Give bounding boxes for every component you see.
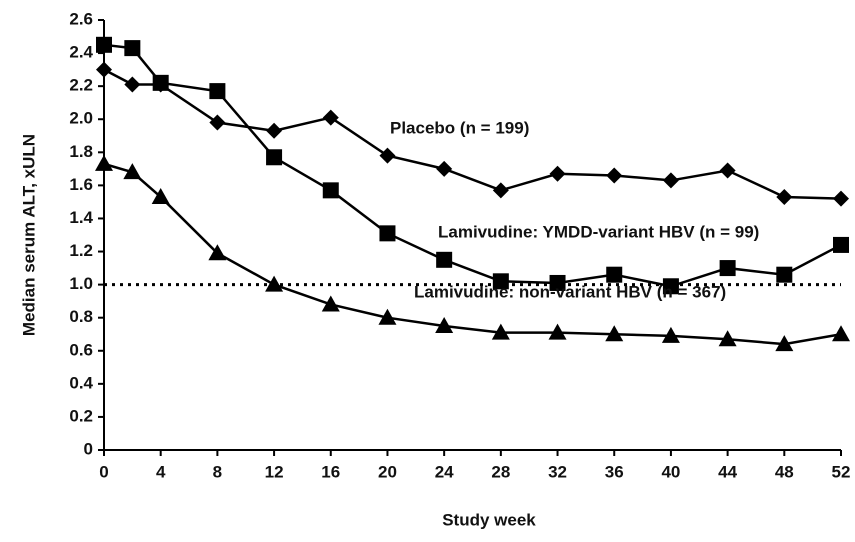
x-tick-label: 28 (491, 462, 510, 481)
marker (123, 163, 142, 180)
marker (96, 61, 112, 78)
y-tick-label: 2.4 (69, 43, 93, 62)
y-tick-label: 1.2 (69, 241, 93, 260)
marker (719, 162, 736, 179)
marker (322, 182, 339, 199)
x-tick-label: 36 (605, 462, 624, 481)
x-tick-label: 52 (832, 462, 851, 481)
x-tick-label: 44 (718, 462, 737, 481)
x-tick-label: 8 (213, 462, 222, 481)
y-tick-label: 0.8 (69, 307, 93, 326)
marker (662, 172, 679, 189)
marker (776, 188, 793, 205)
marker (436, 160, 453, 177)
x-tick-label: 4 (156, 462, 166, 481)
marker (208, 244, 227, 261)
series-label: Lamivudine: YMDD-variant HBV (n = 99) (438, 222, 759, 241)
series-label: Placebo (n = 199) (390, 118, 529, 137)
marker (833, 190, 849, 207)
marker (95, 154, 113, 171)
marker (492, 182, 509, 199)
marker (378, 308, 397, 325)
marker (549, 274, 566, 291)
y-tick-label: 2.0 (69, 109, 93, 128)
marker (605, 325, 624, 342)
marker (718, 330, 737, 347)
marker (775, 335, 794, 352)
marker (209, 83, 226, 100)
y-tick-label: 2.6 (69, 9, 93, 28)
x-tick-label: 24 (435, 462, 454, 481)
x-tick-label: 48 (775, 462, 794, 481)
marker (549, 165, 566, 182)
marker (548, 323, 567, 340)
x-axis-title: Study week (442, 510, 536, 529)
y-tick-label: 1.6 (69, 175, 93, 194)
marker (435, 316, 454, 333)
marker (266, 122, 283, 139)
marker (151, 187, 170, 204)
marker (96, 36, 112, 53)
marker (719, 260, 736, 277)
x-tick-label: 40 (661, 462, 680, 481)
y-tick-label: 2.2 (69, 76, 93, 95)
marker (436, 251, 453, 268)
marker (209, 114, 226, 131)
marker (606, 167, 623, 184)
marker (124, 40, 141, 57)
marker (776, 266, 793, 283)
marker (152, 74, 169, 91)
y-tick-label: 0.2 (69, 406, 93, 425)
marker (322, 109, 339, 126)
x-tick-label: 0 (99, 462, 108, 481)
marker (379, 225, 396, 242)
x-tick-label: 16 (321, 462, 340, 481)
marker (662, 278, 679, 295)
y-tick-label: 0.4 (69, 373, 93, 392)
marker (661, 326, 680, 343)
y-tick-label: 1.0 (69, 274, 93, 293)
marker (832, 325, 850, 342)
marker (606, 266, 623, 283)
x-tick-label: 12 (265, 462, 284, 481)
marker (379, 147, 396, 164)
y-tick-label: 1.4 (69, 208, 93, 227)
marker (265, 275, 284, 292)
marker (833, 236, 849, 253)
marker (124, 76, 141, 93)
y-tick-label: 0.6 (69, 340, 93, 359)
y-tick-label: 0 (84, 439, 93, 458)
series-label: Lamivudine: non-variant HBV (n = 367) (414, 282, 726, 301)
marker (492, 273, 509, 290)
marker (266, 149, 283, 166)
y-tick-label: 1.8 (69, 142, 93, 161)
marker (321, 295, 340, 312)
marker (491, 323, 510, 340)
y-axis-title: Median serum ALT, xULN (19, 134, 38, 336)
x-tick-label: 32 (548, 462, 567, 481)
x-tick-label: 20 (378, 462, 397, 481)
